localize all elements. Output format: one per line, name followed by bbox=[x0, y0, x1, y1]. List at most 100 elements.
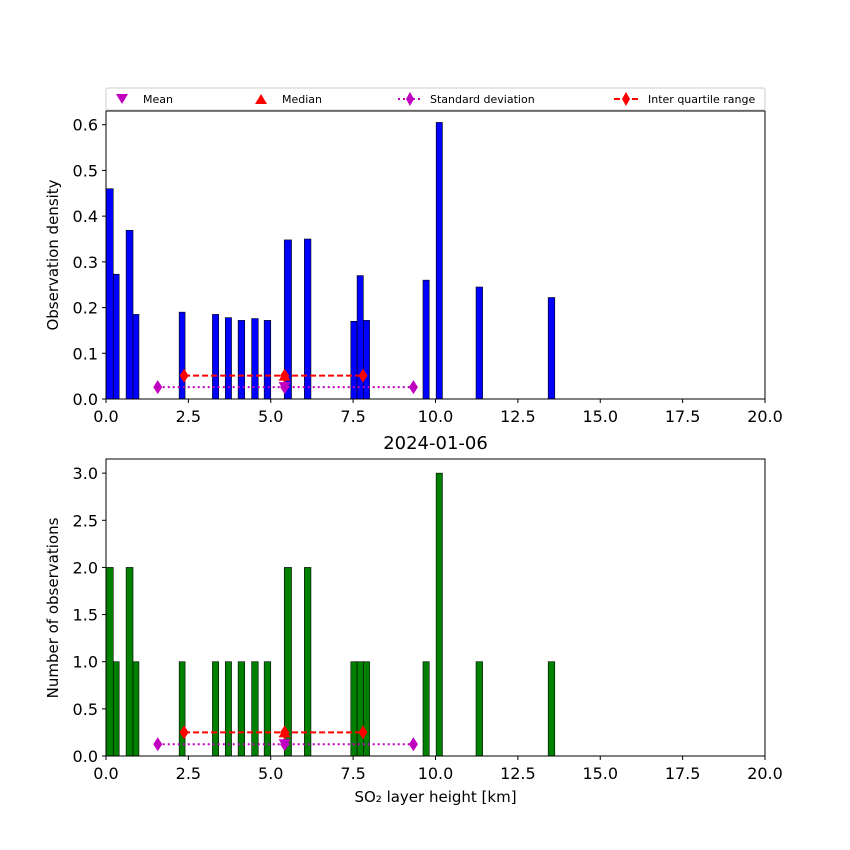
count-y-tick-label: 0.5 bbox=[73, 700, 98, 719]
density-y-tick-label: 0.0 bbox=[73, 390, 98, 409]
mean-triangle-marker bbox=[278, 739, 291, 750]
count-x-tick-label: 5.0 bbox=[258, 764, 283, 783]
count-x-tick-label: 12.5 bbox=[500, 764, 536, 783]
std-diamond-marker bbox=[408, 737, 418, 752]
histogram-bar bbox=[356, 661, 364, 757]
density-y-tick-label: 0.3 bbox=[73, 253, 98, 272]
histogram-bar bbox=[422, 279, 430, 400]
mean-triangle-down-icon bbox=[116, 94, 128, 104]
histogram-bar bbox=[263, 661, 272, 757]
median-triangle-up-icon bbox=[255, 94, 267, 104]
histogram-bar bbox=[112, 273, 120, 400]
iqr-diamond-marker bbox=[358, 725, 368, 740]
legend-std-label: Standard deviation bbox=[430, 93, 535, 106]
iqr-diamond-icon bbox=[622, 92, 630, 106]
density-x-tick-label: 10.0 bbox=[418, 407, 454, 426]
density-summary-markers bbox=[153, 368, 418, 395]
histogram-bar bbox=[112, 661, 120, 757]
legend-mean-label: Mean bbox=[143, 93, 173, 106]
legend-entry-mean: Mean bbox=[116, 93, 173, 106]
count-x-tick-label: 7.5 bbox=[340, 764, 365, 783]
density-panel: 0.0 2.5 5.0 7.5 10.0 12.5 15.0 17.5 20.0 0.00.10… bbox=[44, 110, 783, 426]
count-x-tick-label: 20.0 bbox=[747, 764, 783, 783]
histogram-bar bbox=[251, 661, 259, 757]
count-axes-frame bbox=[105, 458, 766, 757]
histogram-bar bbox=[125, 567, 134, 757]
count-x-tick-label: 2.5 bbox=[176, 764, 201, 783]
density-y-tick-label: 0.4 bbox=[73, 207, 98, 226]
density-y-ticks: 0.0 0.1 0.2 0.3 0.4 0.5 0.6 bbox=[73, 116, 106, 409]
std-diamond-marker bbox=[153, 380, 163, 395]
count-x-ticks: 0.0 2.5 5.0 7.5 10.0 12.5 15.0 17.5 20.0 bbox=[93, 756, 783, 783]
legend-entry-median: Median bbox=[255, 93, 322, 106]
histogram-bar bbox=[125, 230, 134, 400]
count-x-tick-label: 10.0 bbox=[418, 764, 454, 783]
count-y-tick-label: 0.0 bbox=[73, 747, 98, 766]
density-x-tick-label: 17.5 bbox=[665, 407, 701, 426]
density-x-tick-label: 20.0 bbox=[747, 407, 783, 426]
density-x-tick-label: 5.0 bbox=[258, 407, 283, 426]
count-x-tick-label: 0.0 bbox=[93, 764, 118, 783]
count-x-axis-label: SO₂ layer height [km] bbox=[354, 788, 516, 806]
count-panel: 2024-01-06 0.0 2.5 5.0 7.5 10.0 12.5 15.0 17.5 2… bbox=[44, 433, 783, 806]
histogram-bar bbox=[363, 661, 370, 757]
count-y-tick-label: 2.5 bbox=[73, 511, 98, 530]
count-x-tick-label: 15.0 bbox=[582, 764, 618, 783]
count-panel-title: 2024-01-06 bbox=[383, 433, 488, 454]
histogram-bar bbox=[547, 297, 556, 400]
density-x-tick-label: 2.5 bbox=[176, 407, 201, 426]
legend: Mean Median Standard deviation Inter qua… bbox=[105, 87, 766, 111]
count-y-ticks: 0.0 0.5 1.0 1.5 2.0 2.5 3.0 bbox=[73, 464, 106, 766]
histogram-bar bbox=[132, 314, 140, 400]
density-x-ticks: 0.0 2.5 5.0 7.5 10.0 12.5 15.0 17.5 20.0 bbox=[93, 399, 783, 426]
density-y-tick-label: 0.6 bbox=[73, 116, 98, 135]
iqr-diamond-marker bbox=[358, 368, 368, 383]
histogram-bar bbox=[105, 188, 114, 400]
count-summary-markers bbox=[153, 725, 418, 752]
std-diamond-marker bbox=[153, 737, 163, 752]
histogram-bar bbox=[304, 567, 312, 757]
legend-entry-std: Standard deviation bbox=[398, 92, 535, 106]
density-y-tick-label: 0.2 bbox=[73, 299, 98, 318]
histogram-bar bbox=[105, 567, 114, 757]
histogram-bar bbox=[237, 661, 246, 757]
iqr-diamond-marker bbox=[179, 725, 189, 740]
histogram-bar bbox=[350, 661, 358, 757]
count-y-tick-label: 1.0 bbox=[73, 653, 98, 672]
histogram-bar bbox=[178, 311, 186, 400]
histogram-bar bbox=[435, 122, 443, 400]
histogram-bar bbox=[422, 661, 430, 757]
legend-median-label: Median bbox=[282, 93, 322, 106]
histogram-bar bbox=[224, 661, 232, 757]
median-triangle-marker bbox=[278, 370, 291, 381]
histogram-bar bbox=[475, 661, 483, 757]
density-x-tick-label: 15.0 bbox=[582, 407, 618, 426]
density-y-axis-label: Observation density bbox=[44, 179, 62, 330]
legend-entry-iqr: Inter quartile range bbox=[614, 92, 755, 106]
count-y-tick-label: 1.5 bbox=[73, 606, 98, 625]
histogram-bar bbox=[178, 661, 186, 757]
density-y-tick-label: 0.1 bbox=[73, 344, 98, 363]
count-y-tick-label: 2.0 bbox=[73, 558, 98, 577]
density-axes-frame bbox=[105, 110, 766, 400]
histogram-bar bbox=[547, 661, 556, 757]
histogram-bar bbox=[212, 661, 219, 757]
density-y-tick-label: 0.5 bbox=[73, 161, 98, 180]
count-x-tick-label: 17.5 bbox=[665, 764, 701, 783]
histogram-bar bbox=[132, 661, 140, 757]
density-x-tick-label: 0.0 bbox=[93, 407, 118, 426]
count-y-tick-label: 3.0 bbox=[73, 464, 98, 483]
std-diamond-icon bbox=[406, 92, 414, 106]
legend-box bbox=[105, 87, 766, 111]
count-y-axis-label: Number of observations bbox=[44, 517, 62, 698]
mean-triangle-marker bbox=[278, 382, 291, 393]
legend-iqr-label: Inter quartile range bbox=[648, 93, 755, 106]
histogram-bar bbox=[263, 320, 272, 400]
density-x-tick-label: 12.5 bbox=[500, 407, 536, 426]
std-diamond-marker bbox=[408, 380, 418, 395]
density-x-tick-label: 7.5 bbox=[340, 407, 365, 426]
histogram-bar bbox=[475, 286, 483, 400]
median-triangle-marker bbox=[278, 727, 291, 738]
histogram-bar bbox=[435, 472, 443, 757]
